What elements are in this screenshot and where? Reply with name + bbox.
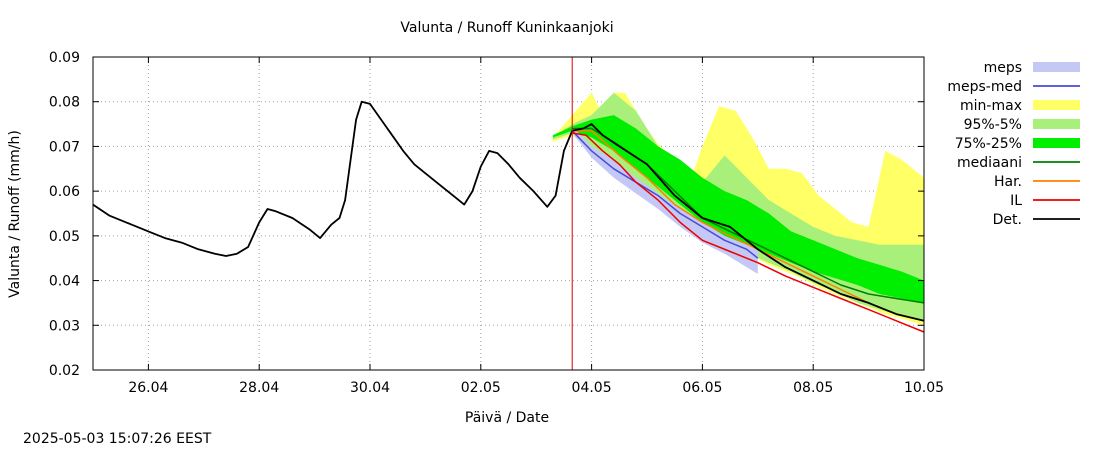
legend-label: IL xyxy=(1010,193,1022,209)
legend: meps meps-med min-max 95%-5% 75%-25% mediaani… xyxy=(947,60,1080,228)
y-tick-label: 0.05 xyxy=(49,229,80,245)
x-tick-label: 04.05 xyxy=(572,380,612,396)
x-tick-label: 30.04 xyxy=(350,380,390,396)
x-tick-label: 10.05 xyxy=(904,380,944,396)
legend-swatch xyxy=(1033,138,1080,148)
legend-swatch xyxy=(1033,62,1080,72)
series-lines xyxy=(92,100,925,333)
band-75-25- xyxy=(552,115,924,303)
legend-label: meps-med xyxy=(947,79,1022,95)
legend-label: Har. xyxy=(994,174,1022,190)
axis-ticks: 0.02 0.03 0.04 0.05 0.06 0.07 0.08 0.09 26.04 28.… xyxy=(49,50,944,396)
x-tick-label: 28.04 xyxy=(239,380,279,396)
band-meps xyxy=(572,126,758,274)
y-tick-label: 0.07 xyxy=(49,139,80,155)
y-tick-label: 0.03 xyxy=(49,318,80,334)
legend-swatch xyxy=(1033,119,1080,129)
y-tick-label: 0.09 xyxy=(49,50,80,66)
legend-label: Det. xyxy=(993,212,1022,228)
x-axis-label: Päivä / Date xyxy=(465,410,549,426)
legend-swatch xyxy=(1033,100,1080,110)
x-tick-label: 02.05 xyxy=(461,380,501,396)
series-il xyxy=(572,132,925,333)
legend-label: mediaani xyxy=(957,155,1022,171)
y-tick-label: 0.06 xyxy=(49,184,80,200)
y-axis-label: Valunta / Runoff (mm/h) xyxy=(7,130,23,298)
chart-title: Valunta / Runoff Kuninkaanjoki xyxy=(400,20,613,36)
plot-frame xyxy=(92,56,925,371)
legend-label: meps xyxy=(984,60,1022,76)
y-tick-label: 0.04 xyxy=(49,274,80,290)
x-tick-label: 08.05 xyxy=(793,380,833,396)
x-tick-label: 26.04 xyxy=(128,380,168,396)
legend-label: min-max xyxy=(960,98,1022,114)
legend-label: 95%-5% xyxy=(964,117,1022,133)
series-meps-med xyxy=(571,130,759,259)
series-det xyxy=(92,100,925,322)
forecast-bands xyxy=(552,92,924,326)
timestamp: 2025-05-03 15:07:26 EEST xyxy=(23,431,212,447)
legend-label: 75%-25% xyxy=(955,136,1022,152)
y-tick-label: 0.08 xyxy=(49,95,80,111)
y-tick-label: 0.02 xyxy=(49,363,80,379)
x-tick-label: 06.05 xyxy=(682,380,722,396)
